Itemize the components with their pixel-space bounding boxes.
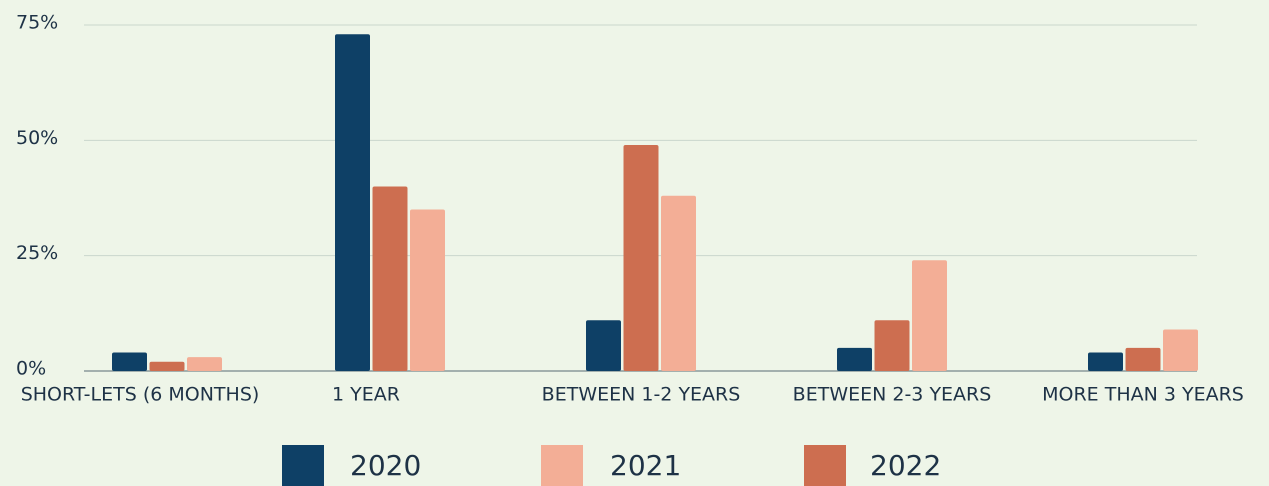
y-tick-label: 0% [16, 358, 46, 380]
legend-swatch [282, 445, 324, 486]
bar [112, 352, 147, 371]
legend-label: 2021 [610, 449, 681, 482]
bar [335, 34, 370, 372]
bar [410, 209, 445, 371]
y-tick-label: 25% [16, 242, 58, 264]
legend-swatch [804, 445, 846, 486]
bar [149, 361, 185, 371]
x-tick-label: BETWEEN 1-2 YEARS [542, 384, 741, 406]
bar [586, 320, 621, 371]
x-tick-label: SHORT-LETS (6 MONTHS) [21, 384, 260, 406]
legend-label: 2020 [350, 449, 421, 482]
y-tick-label: 50% [16, 127, 58, 149]
bar [912, 260, 947, 371]
bar [1163, 329, 1198, 371]
x-tick-label: 1 YEAR [332, 384, 400, 406]
bar [1125, 347, 1161, 371]
bar [837, 347, 872, 371]
bar [187, 357, 222, 371]
legend-label: 2022 [870, 449, 941, 482]
legend-swatch [541, 445, 583, 486]
y-tick-label: 75% [16, 12, 58, 34]
bar [623, 144, 659, 371]
x-tick-label: MORE THAN 3 YEARS [1042, 384, 1244, 406]
bar [372, 186, 408, 371]
x-tick-label: BETWEEN 2-3 YEARS [793, 384, 992, 406]
bar [874, 320, 910, 371]
bar [661, 195, 696, 371]
bar [1088, 352, 1123, 371]
